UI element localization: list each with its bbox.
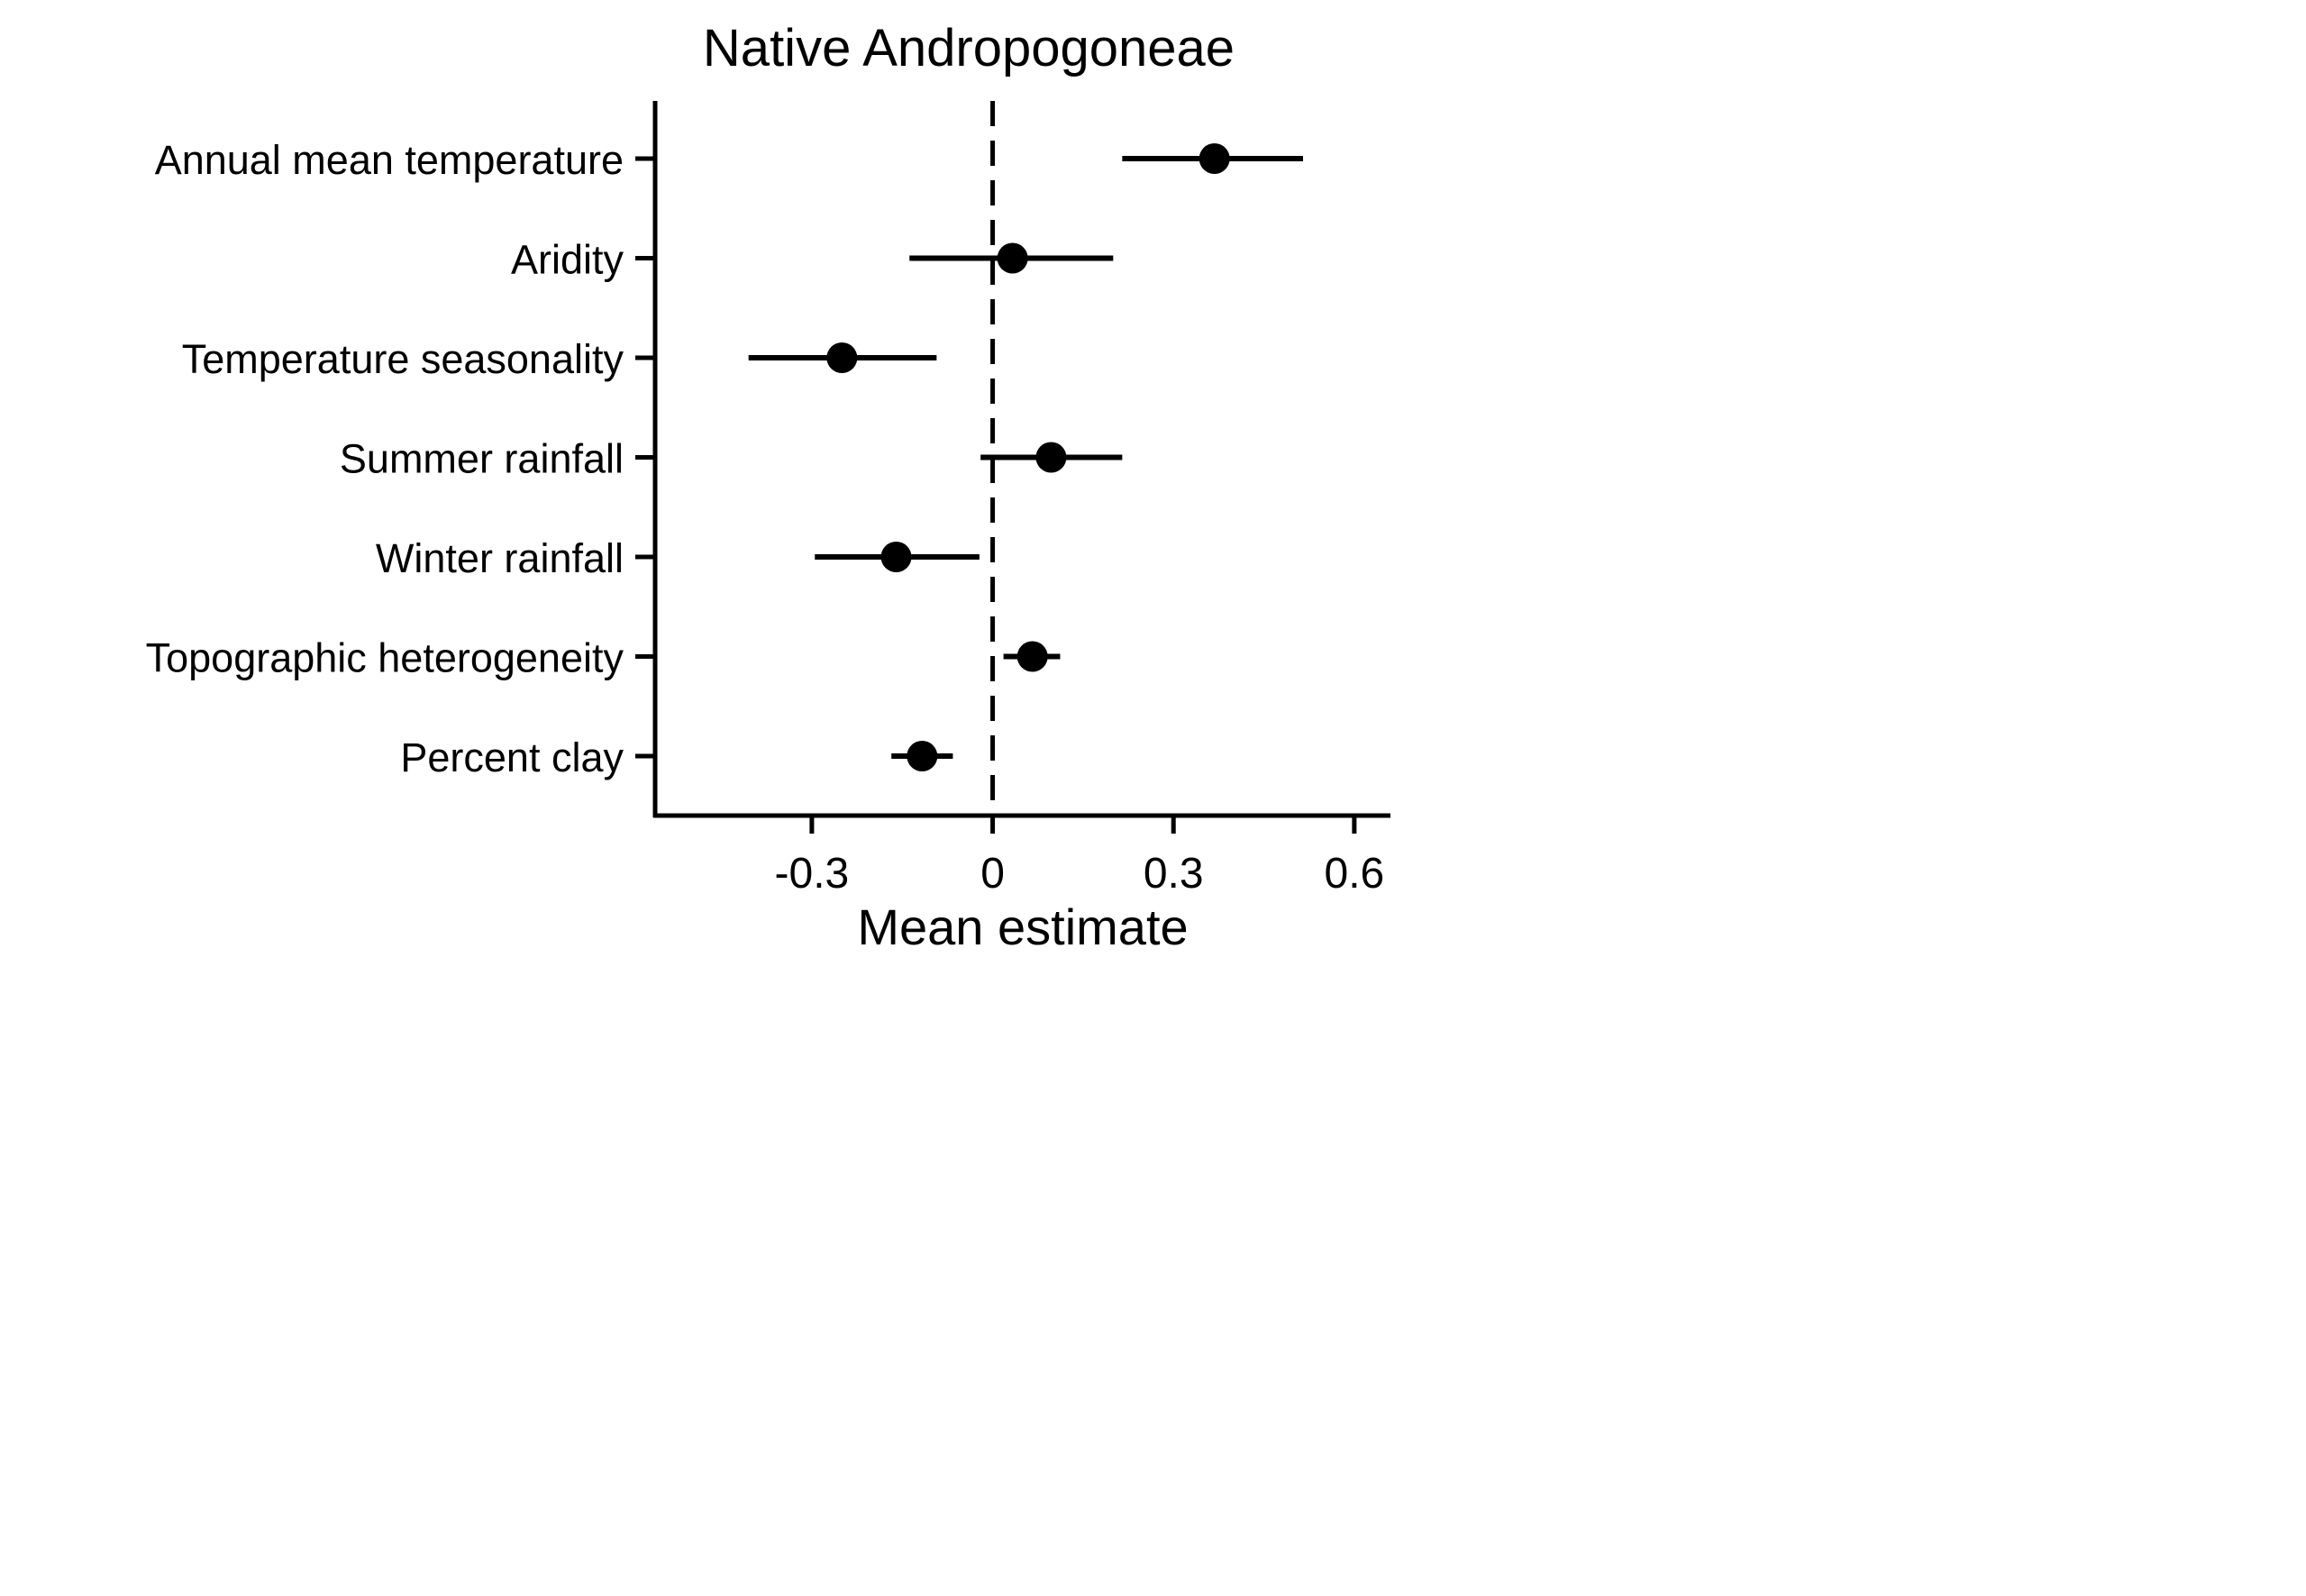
x-tick-label: -0.3 bbox=[775, 850, 850, 898]
y-category-label: Winter rainfall bbox=[376, 535, 624, 581]
x-tick-label: 0 bbox=[980, 850, 1005, 898]
x-tick-label: 0.6 bbox=[1325, 850, 1385, 898]
estimate-point bbox=[997, 242, 1028, 274]
y-category-label: Annual mean temperature bbox=[155, 137, 624, 183]
estimate-point bbox=[880, 542, 912, 572]
x-tick-label: 0.3 bbox=[1144, 850, 1204, 898]
axis-labels: -0.3 0 0.3 0.6 Annual mean temperature Aridit… bbox=[146, 137, 1385, 898]
x-axis-title: Mean estimate bbox=[857, 898, 1188, 955]
chart-container: Native Andropogoneae -0.3 0 0.3 0.6 Annual m… bbox=[0, 0, 1413, 959]
axes bbox=[635, 101, 1390, 834]
y-category-label: Topographic heterogeneity bbox=[146, 635, 624, 681]
forest-plot: Native Andropogoneae -0.3 0 0.3 0.6 Annual m… bbox=[146, 19, 1390, 955]
estimate-point bbox=[1016, 641, 1048, 672]
chart-title: Native Andropogoneae bbox=[703, 19, 1235, 78]
y-category-label: Percent clay bbox=[400, 734, 624, 780]
y-category-label: Temperature seasonality bbox=[182, 336, 624, 382]
estimate-point bbox=[907, 741, 938, 771]
estimate-point bbox=[1199, 143, 1230, 174]
y-category-label: Summer rainfall bbox=[340, 436, 624, 482]
data-marks bbox=[748, 143, 1304, 771]
estimate-point bbox=[1035, 442, 1067, 473]
estimate-point bbox=[826, 342, 858, 373]
y-category-label: Aridity bbox=[511, 237, 624, 283]
